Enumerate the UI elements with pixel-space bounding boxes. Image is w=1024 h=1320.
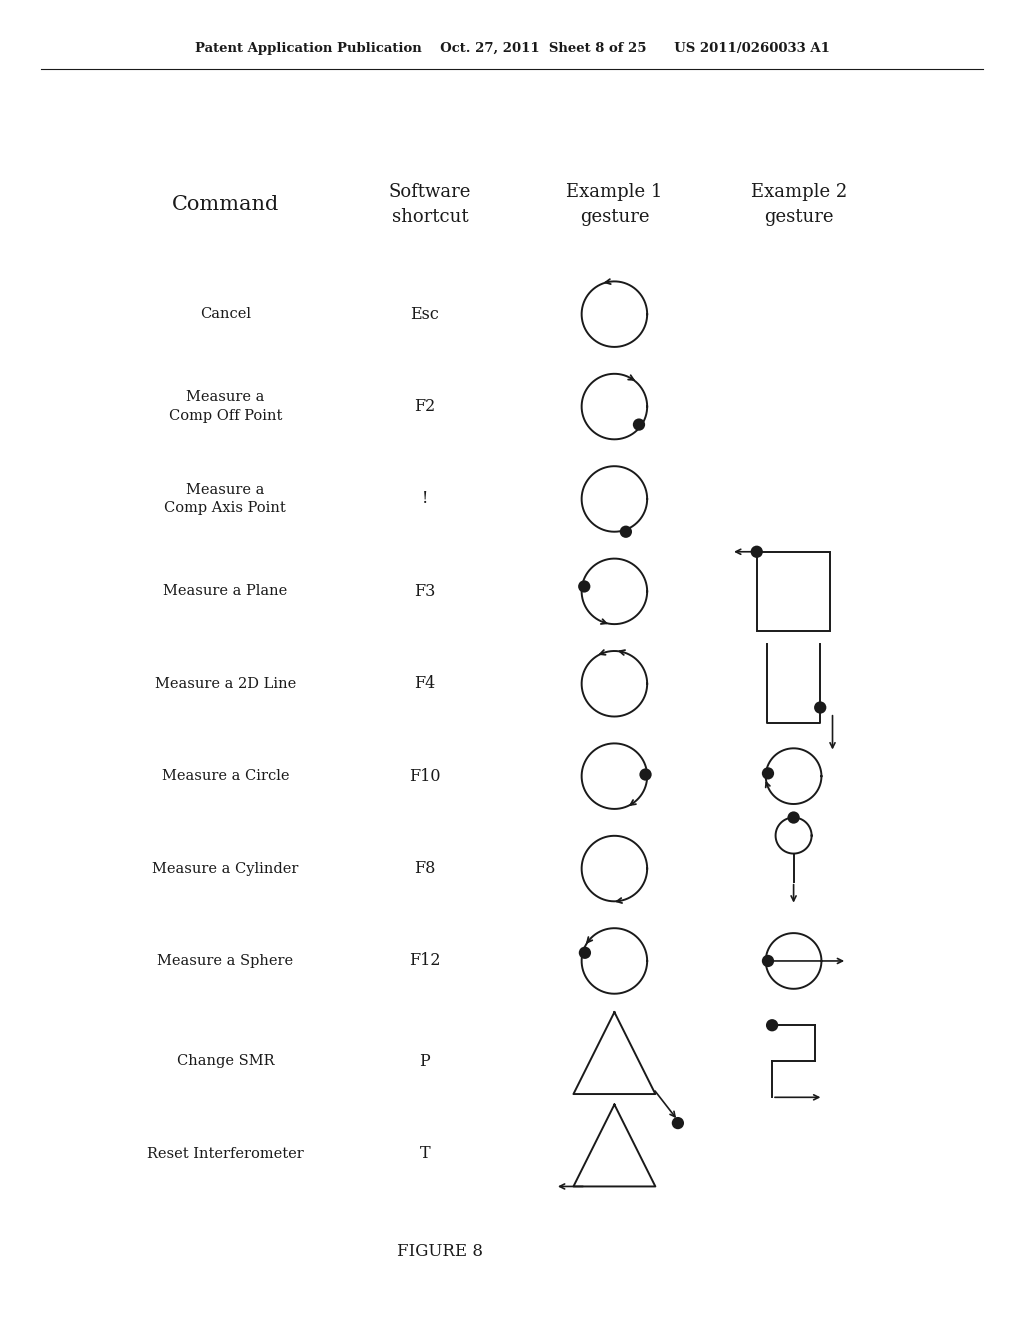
Text: F10: F10: [410, 768, 440, 784]
Ellipse shape: [814, 701, 826, 714]
Text: Patent Application Publication    Oct. 27, 2011  Sheet 8 of 25      US 2011/0260: Patent Application Publication Oct. 27, …: [195, 42, 829, 55]
Ellipse shape: [762, 954, 774, 968]
Text: Measure a 2D Line: Measure a 2D Line: [155, 677, 296, 690]
Text: Example 1
gesture: Example 1 gesture: [566, 183, 663, 226]
Ellipse shape: [579, 581, 591, 593]
Text: Software
shortcut: Software shortcut: [389, 183, 471, 226]
Text: Measure a Cylinder: Measure a Cylinder: [153, 862, 298, 875]
Text: Example 2
gesture: Example 2 gesture: [751, 183, 847, 226]
Text: Change SMR: Change SMR: [176, 1055, 274, 1068]
Ellipse shape: [762, 767, 774, 780]
Text: Measure a
Comp Axis Point: Measure a Comp Axis Point: [165, 483, 286, 515]
Text: Cancel: Cancel: [200, 308, 251, 321]
Text: F4: F4: [415, 676, 435, 692]
Text: Measure a Sphere: Measure a Sphere: [158, 954, 293, 968]
Text: Measure a Circle: Measure a Circle: [162, 770, 289, 783]
Text: F12: F12: [410, 953, 440, 969]
Ellipse shape: [672, 1117, 684, 1129]
Text: Measure a Plane: Measure a Plane: [163, 585, 288, 598]
Text: !: !: [422, 491, 428, 507]
Ellipse shape: [620, 525, 632, 537]
Text: F2: F2: [415, 399, 435, 414]
Ellipse shape: [579, 946, 591, 958]
Ellipse shape: [751, 545, 763, 558]
Ellipse shape: [766, 1019, 778, 1031]
Text: Command: Command: [172, 195, 279, 214]
Text: F8: F8: [415, 861, 435, 876]
Ellipse shape: [633, 418, 645, 430]
Text: FIGURE 8: FIGURE 8: [397, 1243, 483, 1259]
Ellipse shape: [639, 768, 651, 780]
Ellipse shape: [787, 812, 800, 824]
Text: P: P: [420, 1053, 430, 1069]
Text: Esc: Esc: [411, 306, 439, 322]
Bar: [757, 552, 830, 631]
Text: F3: F3: [415, 583, 435, 599]
Text: Measure a
Comp Off Point: Measure a Comp Off Point: [169, 391, 282, 422]
Text: T: T: [420, 1146, 430, 1162]
Text: Reset Interferometer: Reset Interferometer: [146, 1147, 304, 1160]
